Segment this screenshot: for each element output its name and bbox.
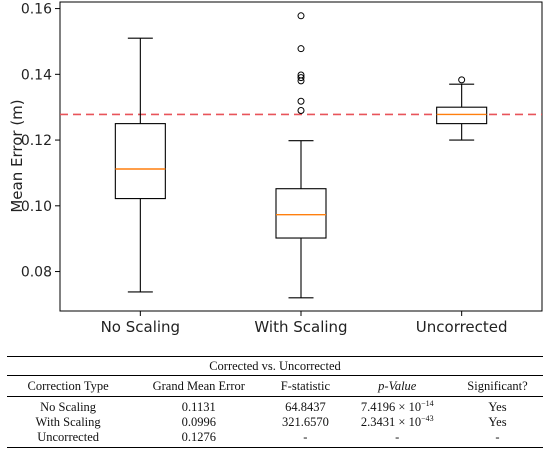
y-tick-label: 0.14 — [21, 67, 52, 83]
cell-significant: - — [452, 430, 543, 448]
header-f-statistic: F-statistic — [268, 375, 343, 397]
p-value-mantissa: 7.4196 — [360, 400, 396, 414]
box-uncorrected — [436, 76, 488, 141]
statistics-table: Corrected vs. Uncorrected Correction Typ… — [7, 356, 543, 448]
y-axis-label: Mean Error (m) — [8, 99, 26, 212]
cell-significant: Yes — [488, 400, 507, 414]
outlier-point — [297, 71, 305, 79]
iqr-box — [114, 123, 166, 200]
cell-significant: Yes — [488, 415, 507, 429]
box-plot-chart: 0.08 0.10 0.12 0.14 0.16 No Scaling With Scal… — [8, 1, 543, 336]
cell-grand-mean-error: 0.1276 — [129, 430, 269, 448]
cell-correction-type: No Scaling — [40, 400, 97, 414]
header-grand-mean-error: Grand Mean Error — [129, 375, 269, 397]
x-tick-label: Uncorrected — [416, 318, 508, 336]
outlier-point — [297, 12, 305, 20]
outlier-point — [297, 45, 305, 53]
p-value-exponent: −14 — [421, 398, 434, 408]
box-no-scaling — [114, 37, 166, 293]
header-significant: Significant? — [452, 375, 543, 397]
p-value-exponent: −43 — [421, 413, 434, 423]
cell-p-value: - — [342, 430, 452, 448]
x-tick-label: With Scaling — [254, 318, 347, 336]
table-row: No Scaling 0.1131 64.8437 7.4196 × 10−14… — [7, 397, 543, 416]
p-value-mantissa: 2.3431 — [360, 415, 396, 429]
y-axis: 0.08 0.10 0.12 0.14 0.16 — [21, 2, 60, 281]
table-caption-row: Corrected vs. Uncorrected — [7, 356, 543, 376]
cell-correction-type: Uncorrected — [7, 430, 130, 448]
outlier-point — [297, 106, 305, 114]
cell-correction-type: With Scaling — [35, 415, 101, 429]
table-row: With Scaling 0.0996 321.6570 2.3431 × 10… — [7, 413, 543, 430]
header-correction-type: Correction Type — [7, 375, 130, 397]
x-axis: No Scaling With Scaling Uncorrected — [101, 311, 508, 336]
table-row: Uncorrected 0.1276 - - - — [7, 430, 543, 448]
y-tick-label: 0.10 — [21, 199, 52, 215]
box-with-scaling — [275, 12, 327, 299]
cell-grand-mean-error: 0.0996 — [181, 415, 216, 429]
x-tick-label: No Scaling — [101, 318, 181, 336]
header-p-value-text: p-Value — [378, 379, 417, 393]
y-tick-label: 0.16 — [21, 2, 52, 18]
outlier-point — [297, 97, 305, 105]
y-tick-label: 0.12 — [21, 133, 52, 149]
outlier-point — [458, 76, 466, 84]
p-value-base: × 10 — [398, 415, 422, 429]
cell-p-value: 2.3431 × 10−43 — [343, 413, 452, 430]
cell-p-value: 7.4196 × 10−14 — [343, 397, 452, 416]
cell-f-statistic: 64.8437 — [285, 400, 326, 414]
iqr-box — [436, 106, 488, 125]
table-header-row: Correction Type Grand Mean Error F-stati… — [7, 375, 543, 397]
box-series — [114, 12, 488, 299]
header-p-value: p-Value — [342, 375, 452, 397]
y-tick-label: 0.08 — [21, 265, 52, 281]
outlier-point — [297, 74, 305, 82]
cell-f-statistic: - — [268, 430, 343, 448]
table-caption: Corrected vs. Uncorrected — [7, 356, 543, 376]
cell-grand-mean-error: 0.1131 — [181, 400, 216, 414]
p-value-base: × 10 — [398, 400, 422, 414]
cell-f-statistic: 321.6570 — [281, 415, 329, 429]
iqr-box — [275, 188, 327, 239]
